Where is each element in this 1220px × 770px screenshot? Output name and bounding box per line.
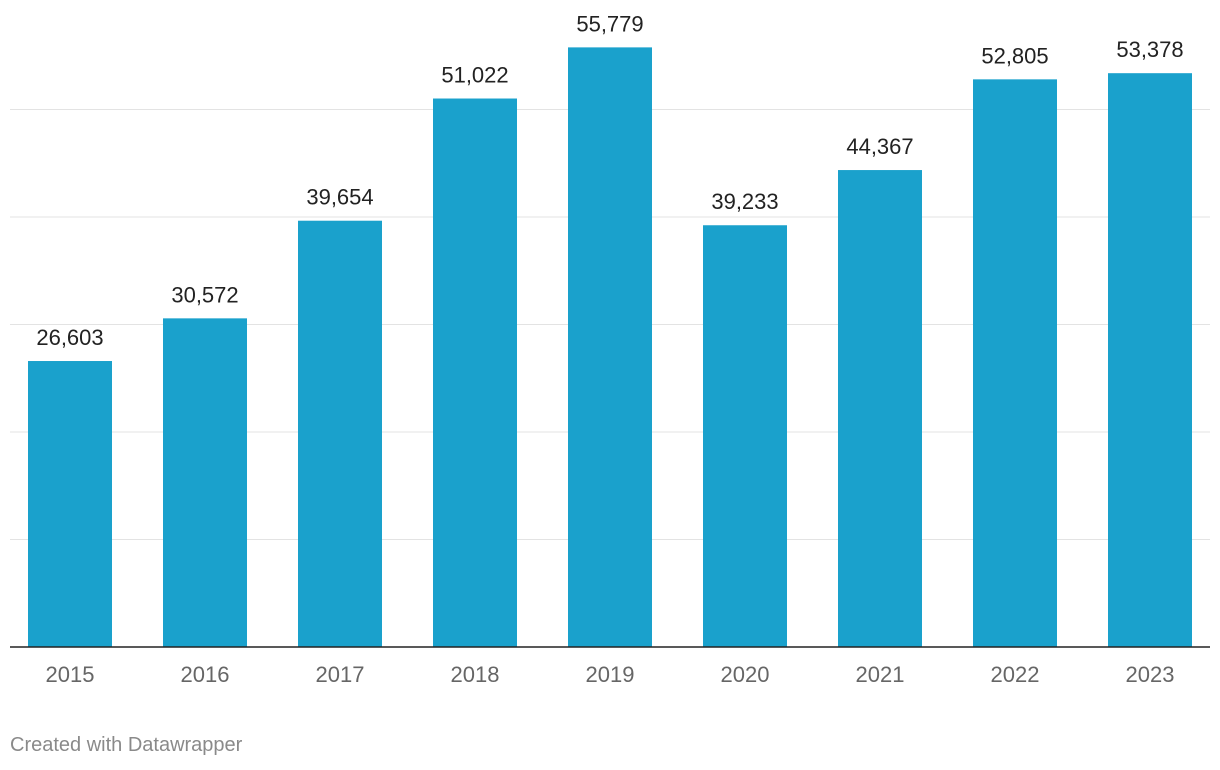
x-tick-label-2021: 2021 — [856, 662, 905, 687]
value-labels: 26,603 30,572 39,654 51,022 55,779 39,233 44,3… — [36, 11, 1183, 350]
bar-2020 — [703, 225, 787, 648]
bar-2016 — [163, 318, 247, 647]
x-tick-labels: 2015 2016 2017 2018 2019 2020 2021 2022 2023 — [46, 662, 1175, 687]
value-label-2015: 26,603 — [36, 325, 103, 350]
bar-2015 — [28, 361, 112, 647]
bars — [28, 47, 1192, 648]
value-label-2023: 53,378 — [1116, 37, 1183, 62]
x-tick-label-2017: 2017 — [316, 662, 365, 687]
bar-2019 — [568, 47, 652, 648]
value-label-2018: 51,022 — [441, 63, 508, 88]
x-tick-label-2018: 2018 — [451, 662, 500, 687]
x-tick-label-2022: 2022 — [991, 662, 1040, 687]
value-label-2017: 39,654 — [306, 185, 373, 210]
x-tick-label-2023: 2023 — [1126, 662, 1175, 687]
value-label-2019: 55,779 — [576, 11, 643, 36]
value-label-2022: 52,805 — [981, 43, 1048, 68]
datawrapper-credit: Created with Datawrapper — [10, 734, 243, 756]
bar-2021 — [838, 170, 922, 647]
value-label-2021: 44,367 — [846, 134, 913, 159]
x-tick-label-2016: 2016 — [181, 662, 230, 687]
value-label-2016: 30,572 — [171, 282, 238, 307]
bar-2017 — [298, 220, 382, 648]
x-tick-label-2015: 2015 — [46, 662, 95, 687]
bar-2022 — [973, 79, 1057, 647]
bar-2018 — [433, 98, 517, 648]
x-tick-label-2020: 2020 — [721, 662, 770, 687]
bar-2023 — [1108, 73, 1192, 647]
value-label-2020: 39,233 — [711, 189, 778, 214]
x-tick-label-2019: 2019 — [586, 662, 635, 687]
